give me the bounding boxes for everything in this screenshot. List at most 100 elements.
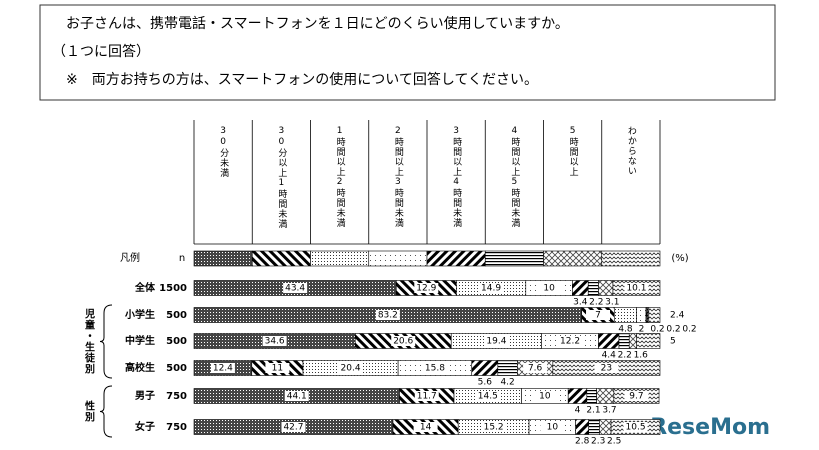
label-bg: [265, 363, 290, 373]
legend-swatch: [310, 250, 370, 267]
data-label: 0.2: [650, 325, 664, 335]
bar-segment: [636, 333, 661, 349]
bar-segment: [598, 280, 614, 296]
bar-segment: [636, 307, 647, 323]
row-n: 500: [166, 310, 187, 321]
data-label: 4.4: [602, 351, 617, 361]
data-label: 15.8: [425, 364, 445, 374]
label-bg: [484, 336, 509, 346]
row-label: 高校生: [125, 361, 155, 374]
data-label: 10: [539, 392, 551, 402]
row-n: 1500: [159, 283, 187, 294]
data-label: 5.6: [478, 378, 493, 388]
question-box: [39, 4, 776, 101]
bar-segment: [587, 280, 599, 296]
label-bg: [624, 391, 649, 401]
row-n: 500: [166, 363, 187, 374]
bar-segment: [599, 419, 612, 435]
data-label: 10.1: [626, 284, 646, 294]
data-label: 2.4: [670, 311, 685, 321]
group-label: 性別: [83, 399, 96, 422]
label-bg: [481, 422, 506, 432]
label-bg: [414, 391, 439, 401]
bar-segment: [614, 307, 637, 323]
label-bg: [414, 283, 439, 293]
n-label: n: [179, 253, 185, 264]
data-label: 10.5: [626, 423, 646, 433]
data-label: 3.7: [602, 406, 616, 416]
legend-label: 凡例: [120, 251, 140, 264]
data-label: 10: [543, 284, 555, 294]
column-header: 4時間以上5時間未満: [509, 126, 520, 228]
label-bg: [623, 422, 648, 432]
legend-swatch: [484, 250, 544, 267]
label-bg: [284, 391, 309, 401]
bar-segment: [618, 333, 630, 349]
row-n: 750: [166, 391, 187, 402]
data-label: 4: [575, 406, 581, 416]
data-label: 7.6: [528, 364, 543, 374]
row-label: 女子: [135, 420, 155, 433]
column-header: 2時間以上3時間未満: [393, 126, 404, 228]
label-bg: [586, 310, 611, 320]
data-label: 2: [639, 325, 645, 335]
data-label: 10: [547, 423, 559, 433]
data-label: 15.2: [484, 423, 504, 433]
bar-segment: [497, 360, 518, 376]
row-label: 中学生: [125, 334, 155, 347]
group-brace: [99, 385, 113, 438]
data-label: 2.5: [607, 437, 621, 447]
label-bg: [375, 310, 400, 320]
data-label: 2.2: [618, 351, 632, 361]
bar-segment: [586, 388, 597, 404]
column-header: 30分未満: [218, 126, 229, 178]
data-label: 34.6: [265, 337, 285, 347]
data-label: 20.4: [341, 364, 361, 374]
data-label: 2.3: [591, 437, 605, 447]
data-label: 12.2: [560, 337, 580, 347]
data-label: 19.4: [486, 337, 506, 347]
question-text: お子さんは、携帯電話・スマートフォンを１日にどのくらい使用していますか。: [66, 15, 569, 32]
bar-segment: [567, 388, 588, 404]
data-label: 9.7: [629, 392, 643, 402]
data-label: 5: [670, 337, 676, 347]
group-brace: [99, 304, 113, 379]
data-label: 42.7: [283, 423, 303, 433]
bar-segment: [588, 419, 600, 435]
row-n: 750: [166, 422, 187, 433]
bar-segment: [596, 388, 615, 404]
legend-swatch: [193, 250, 253, 267]
legend-swatch: [251, 250, 311, 267]
label-bg: [210, 363, 235, 373]
data-label: 12.4: [213, 364, 233, 374]
data-label: 23: [601, 364, 612, 374]
legend-swatch: [543, 250, 603, 267]
data-label: 3.4: [573, 298, 588, 308]
data-label: 0.2: [682, 325, 696, 335]
label-bg: [523, 363, 548, 373]
group-label: 児童・生徒別: [83, 307, 96, 374]
label-bg: [532, 391, 557, 401]
data-label: 0.2: [666, 325, 680, 335]
bar-segment: [575, 419, 590, 435]
question-note: ※ 両方お持ちの方は、スマートフォンの使用について回答してください。: [66, 71, 538, 88]
data-label: 83.2: [378, 311, 398, 321]
label-bg: [537, 283, 562, 293]
legend-swatch: [426, 250, 486, 267]
watermark: ReseMom: [650, 415, 770, 440]
data-label: 2.1: [586, 406, 600, 416]
data-label: 43.4: [285, 284, 305, 294]
data-label: 1.6: [634, 351, 649, 361]
label-bg: [594, 363, 619, 373]
column-header: 30分以上1時間未満: [276, 126, 287, 229]
label-bg: [281, 422, 306, 432]
data-label: 44.1: [287, 392, 307, 402]
row-label: 全体: [134, 281, 156, 294]
data-label: 12.9: [416, 284, 436, 294]
data-label: 11: [272, 364, 283, 374]
column-header: 1時間以上2時間未満: [335, 126, 346, 228]
label-bg: [262, 336, 287, 346]
label-bg: [479, 283, 504, 293]
row-label: 小学生: [124, 308, 155, 321]
